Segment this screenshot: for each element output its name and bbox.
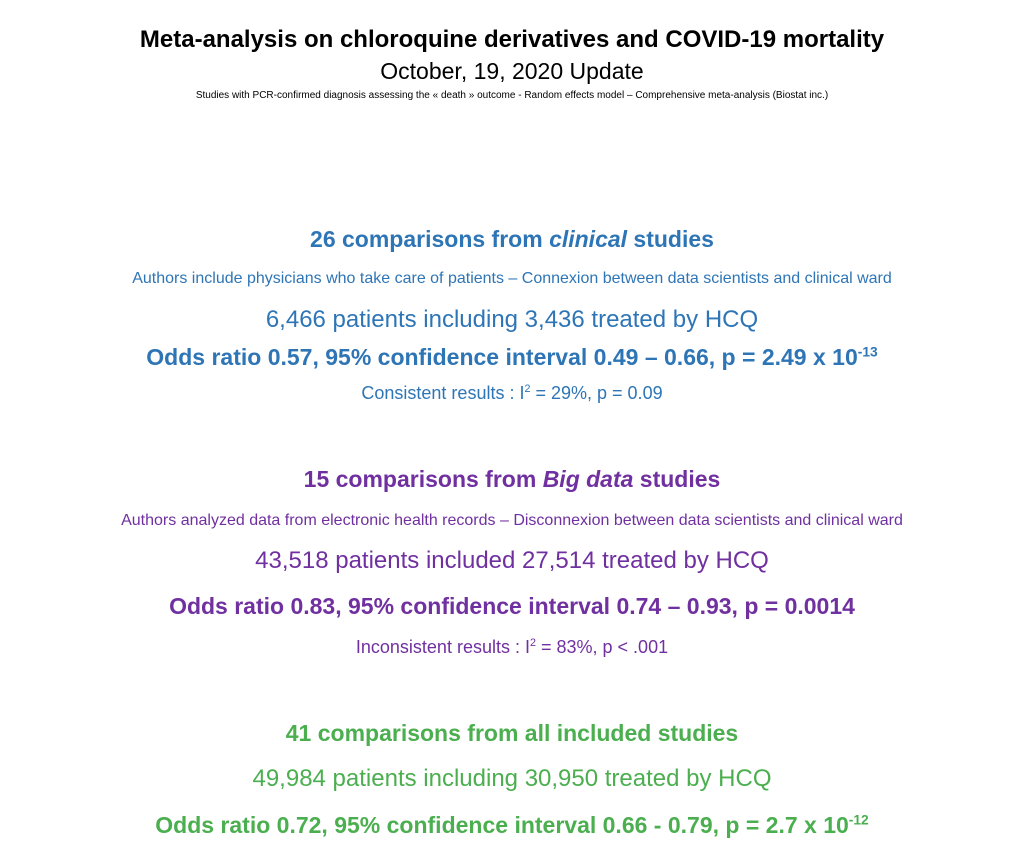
- page-title: Meta-analysis on chloroquine derivatives…: [139, 26, 885, 53]
- clinical-patients: 6,466 patients including 3,436 treated b…: [265, 306, 759, 333]
- bigdata-consistency: Inconsistent results : I2 = 83%, p < .00…: [0, 637, 1024, 658]
- all-odds-ratio-text: Odds ratio 0.72, 95% confidence interval…: [155, 812, 849, 838]
- all-heading: 41 comparisons from all included studies: [285, 720, 739, 746]
- update-date: October, 19, 2020 Update: [380, 58, 644, 84]
- clinical-consistency: Consistent results : I2 = 29%, p = 0.09: [0, 383, 1024, 404]
- clinical-heading-pre: 26 comparisons from: [310, 226, 550, 252]
- clinical-consistency-pre: Consistent results : I: [361, 383, 525, 403]
- all-patients: 49,984 patients including 30,950 treated…: [252, 765, 772, 792]
- clinical-heading: 26 comparisons from clinical studies: [0, 226, 1024, 253]
- bigdata-heading-post: studies: [633, 466, 721, 492]
- clinical-odds-ratio: Odds ratio 0.57, 95% confidence interval…: [0, 344, 1024, 371]
- bigdata-heading: 15 comparisons from Big data studies: [0, 466, 1024, 493]
- bigdata-consistency-pre: Inconsistent results : I: [355, 637, 530, 657]
- clinical-heading-post: studies: [627, 226, 714, 252]
- bigdata-consistency-sup: 2: [529, 637, 536, 649]
- clinical-subtitle: Authors include physicians who take care…: [132, 270, 892, 287]
- clinical-odds-ratio-text: Odds ratio 0.57, 95% confidence interval…: [146, 344, 858, 370]
- all-odds-ratio: Odds ratio 0.72, 95% confidence interval…: [0, 812, 1024, 839]
- bigdata-consistency-post: = 83%, p < .001: [535, 637, 669, 657]
- bigdata-heading-em: Big data: [542, 466, 634, 492]
- all-odds-ratio-exponent: -12: [848, 812, 869, 828]
- clinical-odds-ratio-exponent: -13: [857, 344, 878, 360]
- bigdata-odds-ratio: Odds ratio 0.83, 95% confidence interval…: [169, 593, 855, 619]
- bigdata-heading-pre: 15 comparisons from: [303, 466, 543, 492]
- clinical-consistency-post: = 29%, p = 0.09: [530, 383, 663, 403]
- bigdata-subtitle: Authors analyzed data from electronic he…: [121, 512, 903, 529]
- clinical-consistency-sup: 2: [524, 383, 531, 395]
- clinical-heading-em: clinical: [549, 226, 628, 252]
- bigdata-patients: 43,518 patients included 27,514 treated …: [255, 547, 769, 574]
- method-description: Studies with PCR-confirmed diagnosis ass…: [195, 90, 829, 101]
